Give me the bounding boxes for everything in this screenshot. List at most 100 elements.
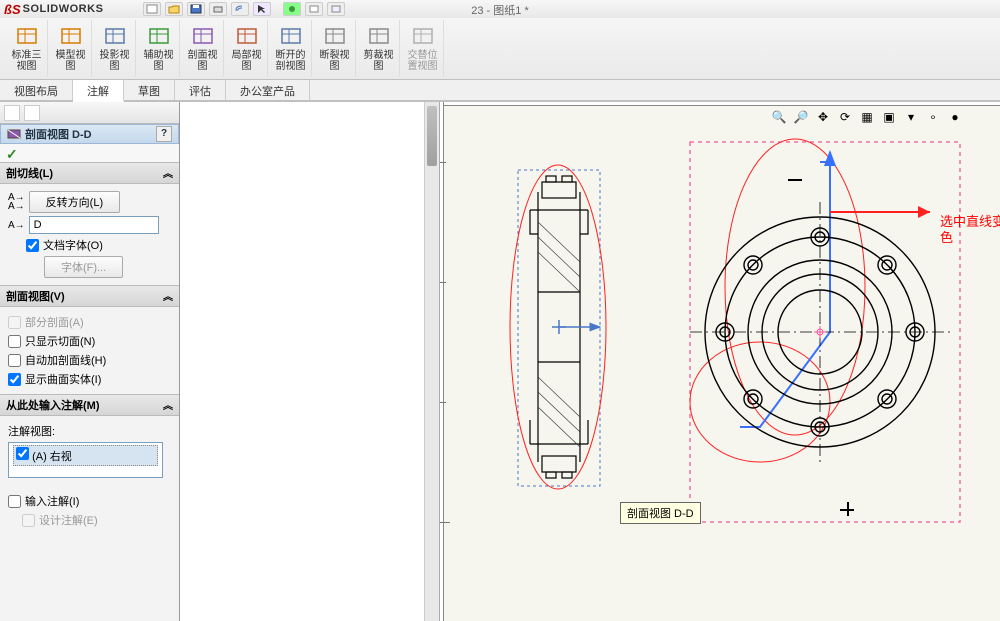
quick-access-toolbar — [143, 2, 345, 16]
ribbon-投影视图[interactable]: 投影视 图 — [94, 20, 136, 77]
qat-print-icon[interactable] — [209, 2, 227, 16]
zoom-fit-icon[interactable]: 🔍 — [770, 108, 788, 126]
confirm-bar: ✓ — [0, 144, 179, 162]
propmgr-title: 剖面视图 D-D — [25, 126, 92, 142]
group-importnotes-header[interactable]: 从此处输入注解(M) ︽ — [0, 394, 179, 416]
more-icon[interactable]: ● — [946, 108, 964, 126]
ribbon-剖面视图[interactable]: 剖面视 图 — [182, 20, 224, 77]
group-sectionview-body: 部分剖面(A) 只显示切面(N) 自动加剖面线(H) 显示曲面实体(I) — [0, 307, 179, 394]
vertical-scrollbar[interactable] — [424, 102, 439, 621]
zoom-area-icon[interactable]: 🔎 — [792, 108, 810, 126]
help-button[interactable]: ? — [156, 126, 172, 142]
partial-section-checkbox — [8, 316, 21, 329]
ruler-tick — [440, 162, 446, 163]
app-logo-icon: ßS — [4, 2, 21, 17]
ribbon: 标准三 视图模型视 图投影视 图辅助视 图剖面视 图局部视 图断开的 剖视图断裂… — [0, 18, 1000, 80]
section-icon[interactable]: ▦ — [858, 108, 876, 126]
config-tree-icon[interactable] — [24, 105, 40, 121]
property-manager-panel: 剖面视图 D-D ? ✓ 剖切线(L) ︽ A→ A→ 反转方向(L) A→ 文… — [0, 102, 180, 621]
chevron-up-icon: ︽ — [163, 165, 173, 181]
qat-options-icon[interactable] — [305, 2, 323, 16]
document-font-label: 文档字体(O) — [43, 237, 103, 253]
document-title: 23 - 图纸1 * — [471, 2, 528, 18]
app-logo-text: SOLIDWORKS — [23, 3, 104, 15]
qat-settings-icon[interactable] — [327, 2, 345, 16]
annotation-view-item-checkbox[interactable] — [16, 447, 29, 460]
panel-tab-icons — [0, 102, 179, 124]
group-cutline-header[interactable]: 剖切线(L) ︽ — [0, 162, 179, 184]
vertical-ruler — [440, 102, 444, 621]
annotation-view-item-label: (A) 右视 — [32, 451, 72, 463]
group-sectionview-header[interactable]: 剖面视图(V) ︽ — [0, 285, 179, 307]
ribbon-断裂视图[interactable]: 断裂视 图 — [314, 20, 356, 77]
tab-注解[interactable]: 注解 — [73, 80, 124, 102]
partial-section-label: 部分剖面(A) — [25, 314, 84, 330]
scrollbar-thumb[interactable] — [427, 106, 437, 166]
ribbon-剪裁视图[interactable]: 剪裁视 图 — [358, 20, 400, 77]
font-button: 字体(F)... — [44, 256, 123, 278]
chevron-up-icon: ︽ — [163, 397, 173, 413]
ribbon-局部视图[interactable]: 局部视 图 — [226, 20, 268, 77]
auto-hatch-label: 自动加剖面线(H) — [25, 352, 106, 368]
annotation-arrow-icon — [830, 202, 940, 222]
xray-icon[interactable]: ∘ — [924, 108, 942, 126]
ribbon-断开的剖视图[interactable]: 断开的 剖视图 — [270, 20, 312, 77]
pan-icon[interactable]: ✥ — [814, 108, 832, 126]
group-importnotes-body: 注解视图: (A) 右视 输入注解(I) 设计注解(E) — [0, 416, 179, 535]
section-view-icon — [7, 127, 21, 141]
group-cutline-body: A→ A→ 反转方向(L) A→ 文档字体(O) 字体(F)... — [0, 184, 179, 285]
only-face-label: 只显示切面(N) — [25, 333, 95, 349]
section-view-geometry[interactable] — [500, 162, 620, 492]
annotation-text: 选中直线变成蓝 色 — [940, 214, 1000, 246]
tab-草图[interactable]: 草图 — [124, 80, 175, 100]
design-annotation-label: 设计注解(E) — [39, 512, 98, 528]
only-face-checkbox[interactable] — [8, 335, 21, 348]
show-surface-label: 显示曲面实体(I) — [25, 371, 101, 387]
propmgr-title-bar: 剖面视图 D-D ? — [0, 124, 179, 144]
qat-undo-icon[interactable] — [231, 2, 249, 16]
direction-arrows-icon: A→ A→ — [8, 193, 25, 211]
design-annotation-checkbox — [22, 514, 35, 527]
shade-icon[interactable]: ▾ — [902, 108, 920, 126]
annotation-view-label: 注解视图: — [8, 423, 55, 439]
annotation-view-item[interactable]: (A) 右视 — [13, 445, 158, 466]
title-bar: ßS SOLIDWORKS 23 - 图纸1 * — [0, 0, 1000, 18]
front-view-geometry[interactable] — [670, 132, 970, 532]
qat-rebuild-icon[interactable] — [283, 2, 301, 16]
input-annotation-checkbox[interactable] — [8, 495, 21, 508]
horizontal-ruler — [440, 102, 1000, 106]
auto-hatch-checkbox[interactable] — [8, 354, 21, 367]
reverse-direction-button[interactable]: 反转方向(L) — [29, 191, 120, 213]
qat-open-icon[interactable] — [165, 2, 183, 16]
group-cutline-title: 剖切线(L) — [6, 165, 53, 181]
tab-办公室产品[interactable]: 办公室产品 — [226, 80, 310, 100]
qat-save-icon[interactable] — [187, 2, 205, 16]
chevron-up-icon: ︽ — [163, 288, 173, 304]
section-letter-input[interactable] — [29, 216, 159, 234]
ribbon-模型视图[interactable]: 模型视 图 — [50, 20, 92, 77]
feature-tree-icon[interactable] — [4, 105, 20, 121]
document-font-checkbox[interactable] — [26, 239, 39, 252]
view-toolbar: 🔍🔎✥⟳▦▣▾∘● — [770, 108, 964, 126]
show-surface-checkbox[interactable] — [8, 373, 21, 386]
display-icon[interactable]: ▣ — [880, 108, 898, 126]
qat-select-icon[interactable] — [253, 2, 271, 16]
work-area: 剖面视图 D-D ? ✓ 剖切线(L) ︽ A→ A→ 反转方向(L) A→ 文… — [0, 102, 1000, 621]
ribbon-辅助视图[interactable]: 辅助视 图 — [138, 20, 180, 77]
ribbon-标准三视图[interactable]: 标准三 视图 — [6, 20, 48, 77]
tab-strip: 视图布局注解草图评估办公室产品 — [0, 80, 1000, 102]
qat-new-icon[interactable] — [143, 2, 161, 16]
view-tooltip: 剖面视图 D-D — [620, 502, 701, 524]
annotation-view-list[interactable]: (A) 右视 — [8, 442, 163, 478]
ok-button[interactable]: ✓ — [6, 146, 18, 162]
group-sectionview-title: 剖面视图(V) — [6, 288, 65, 304]
tab-视图布局[interactable]: 视图布局 — [0, 80, 73, 100]
feature-tree-area — [180, 102, 440, 621]
ruler-tick — [440, 282, 446, 283]
rotate-icon[interactable]: ⟳ — [836, 108, 854, 126]
tab-评估[interactable]: 评估 — [175, 80, 226, 100]
ruler-tick — [440, 522, 450, 523]
drawing-canvas[interactable]: 🔍🔎✥⟳▦▣▾∘● — [440, 102, 1000, 621]
letter-arrow-icon: A→ — [8, 220, 25, 231]
group-importnotes-title: 从此处输入注解(M) — [6, 397, 100, 413]
